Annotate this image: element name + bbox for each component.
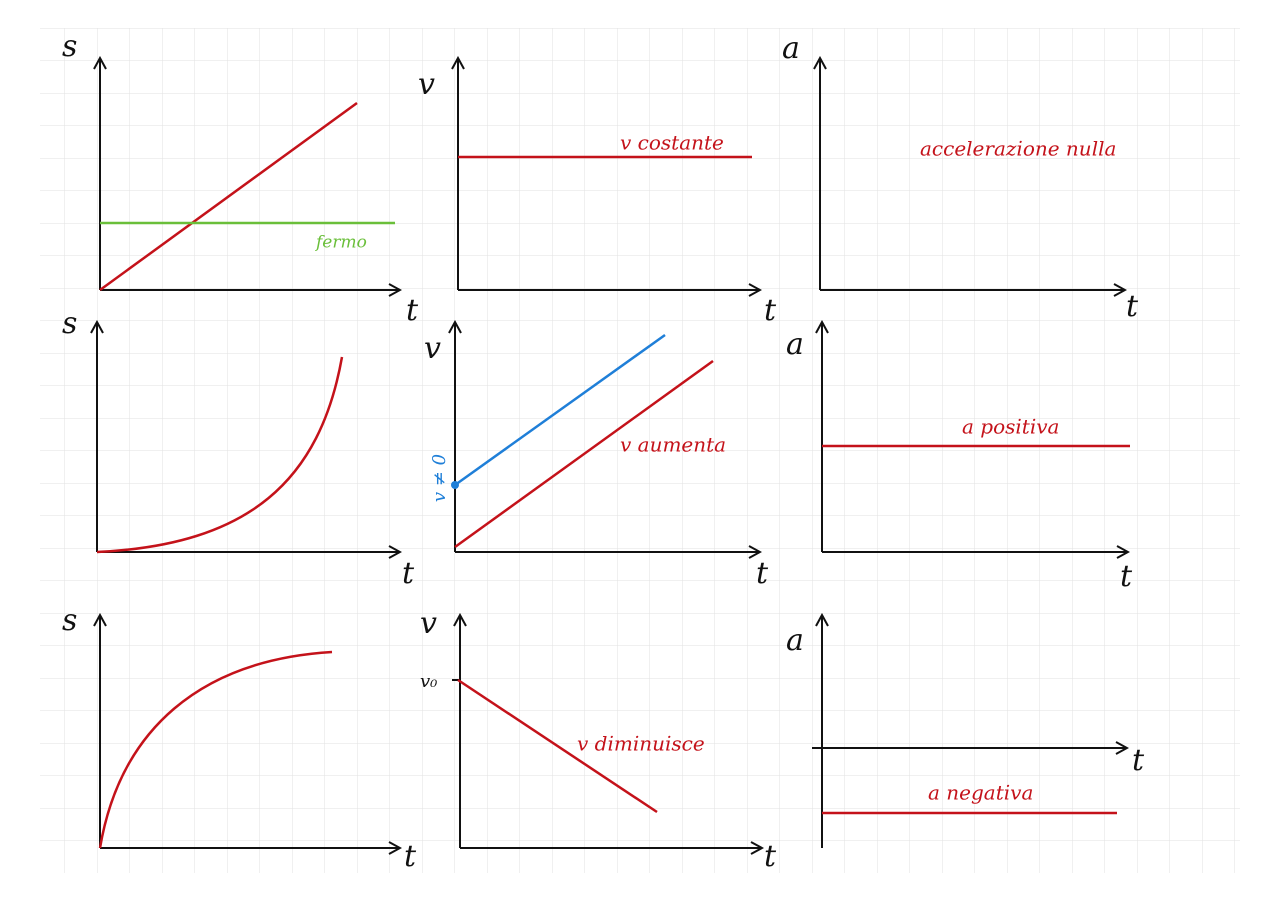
x-label: t: [764, 839, 777, 874]
graph-line: [454, 333, 666, 487]
y-label: s: [62, 603, 77, 638]
panel: v t v diminuisce v₀: [420, 606, 777, 874]
annotation: a positiva: [962, 415, 1059, 439]
annotation: v aumenta: [620, 433, 726, 457]
y-label: v: [424, 331, 441, 366]
x-label: t: [1132, 743, 1145, 778]
y-label: s: [62, 306, 77, 341]
x-label: t: [402, 556, 415, 591]
y-label: s: [62, 29, 77, 64]
y-label: a: [786, 623, 804, 658]
graph-line: [457, 678, 658, 814]
x-label: t: [406, 293, 419, 328]
grid-paper: [40, 28, 1240, 873]
graph-line: [99, 101, 358, 292]
y-label: v: [420, 606, 437, 641]
annotation: accelerazione nulla: [920, 137, 1116, 161]
annotation: v ≠ 0: [429, 454, 450, 502]
panel: s t: [62, 603, 417, 874]
graph-curve: [96, 356, 344, 554]
graph-line: [454, 359, 714, 549]
annotation: v diminuisce: [577, 732, 705, 756]
point: [451, 481, 459, 489]
panel: v t v aumenta v ≠ 0: [424, 322, 769, 591]
y-label: v: [418, 67, 435, 102]
x-label: t: [404, 839, 417, 874]
annotation: v costante: [620, 131, 724, 155]
y-label: a: [786, 327, 804, 362]
x-label: t: [1120, 559, 1133, 594]
panel: s t fermo: [62, 29, 419, 328]
x-label: t: [1126, 289, 1139, 324]
y-label: a: [782, 31, 800, 66]
panel: v t v costante: [418, 58, 777, 328]
x-label: t: [756, 556, 769, 591]
annotation: v₀: [420, 671, 437, 692]
annotation: fermo: [314, 233, 367, 253]
x-label: t: [764, 293, 777, 328]
graph-curve: [98, 650, 333, 849]
panel: a t a positiva: [786, 322, 1133, 594]
panel: a t a negativa: [786, 615, 1145, 848]
panel: s t: [62, 306, 415, 591]
panel: a t accelerazione nulla: [782, 31, 1139, 324]
annotation: a negativa: [928, 781, 1033, 805]
